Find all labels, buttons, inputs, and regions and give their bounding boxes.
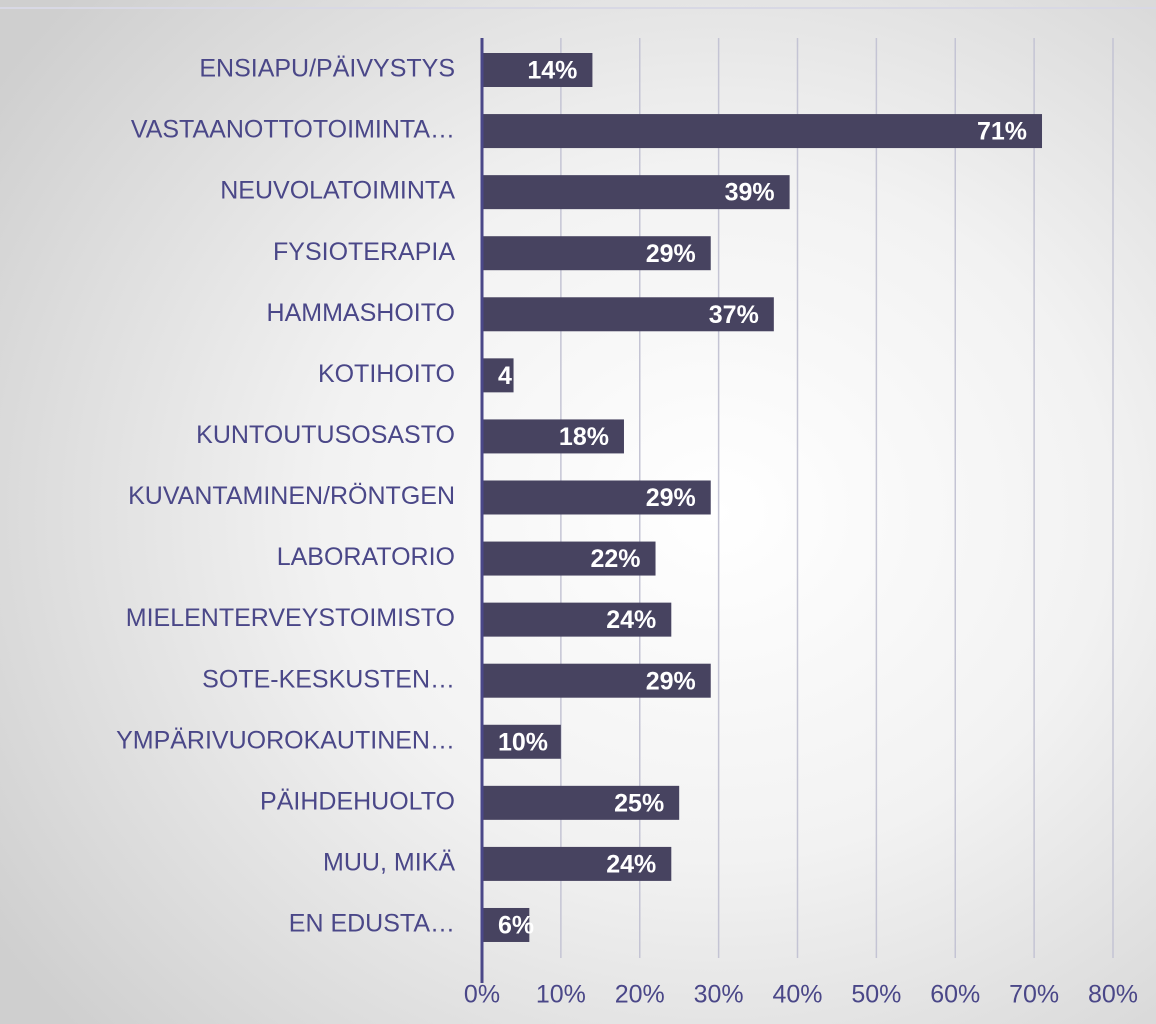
bar	[482, 785, 680, 820]
x-tick-label: 0%	[464, 981, 500, 1009]
y-tick-label: MUU, MIKÄ	[323, 849, 455, 877]
value-label: 25%	[614, 789, 664, 817]
y-tick-label: PÄIHDEHUOLTO	[260, 787, 455, 815]
x-tick-label: 80%	[1088, 981, 1138, 1009]
value-label: 24%	[606, 851, 656, 879]
bar	[482, 480, 711, 515]
y-tick-label: NEUVOLATOIMINTA	[220, 177, 455, 205]
value-label: 29%	[646, 667, 696, 695]
x-tick-label: 60%	[930, 981, 980, 1009]
value-label: 37%	[709, 301, 759, 329]
value-label: 24%	[606, 606, 656, 634]
bar	[482, 358, 514, 393]
y-tick-label: VASTAANOTTOTOIMINTA…	[131, 116, 455, 144]
y-tick-label: KUVANTAMINEN/RÖNTGEN	[128, 482, 455, 510]
value-label: 39%	[725, 179, 775, 207]
bar	[482, 907, 530, 942]
value-label: 29%	[646, 240, 696, 268]
bar	[482, 175, 790, 210]
bar	[482, 53, 593, 87]
y-tick-label: LABORATORIO	[277, 543, 455, 571]
value-label: 6%	[498, 912, 534, 940]
y-tick-label: FYSIOTERAPIA	[273, 238, 455, 266]
bar	[482, 419, 624, 454]
value-label: 14%	[527, 57, 577, 85]
y-tick-label: MIELENTERVEYSTOIMISTO	[126, 604, 455, 632]
bar	[482, 541, 656, 576]
y-tick-label: KUNTOUTUSOSASTO	[196, 421, 455, 449]
x-tick-label: 50%	[851, 981, 901, 1009]
value-label: 10%	[498, 728, 548, 756]
x-tick-label: 70%	[1009, 981, 1059, 1009]
bar	[482, 663, 711, 698]
bar	[482, 297, 774, 332]
value-label: 18%	[559, 423, 609, 451]
value-label: 71%	[977, 118, 1027, 146]
x-tick-label: 40%	[772, 981, 822, 1009]
bar	[482, 724, 561, 759]
bar	[482, 114, 1043, 149]
bar	[482, 602, 672, 637]
x-tick-label: 10%	[536, 981, 586, 1009]
y-tick-label: YMPÄRIVUOROKAUTINEN…	[116, 726, 455, 754]
value-label: 4	[498, 362, 512, 390]
x-tick-label: 20%	[615, 981, 665, 1009]
y-tick-label: EN EDUSTA…	[289, 910, 455, 938]
y-tick-label: KOTIHOITO	[318, 360, 455, 388]
value-label: 22%	[590, 545, 640, 573]
value-label: 29%	[646, 484, 696, 512]
x-tick-label: 30%	[694, 981, 744, 1009]
bar	[482, 236, 711, 271]
y-tick-label: SOTE-KESKUSTEN…	[202, 665, 455, 693]
bar	[482, 846, 672, 881]
y-tick-label: HAMMASHOITO	[267, 299, 455, 327]
y-tick-label: ENSIAPU/PÄIVYSTYS	[199, 55, 455, 83]
